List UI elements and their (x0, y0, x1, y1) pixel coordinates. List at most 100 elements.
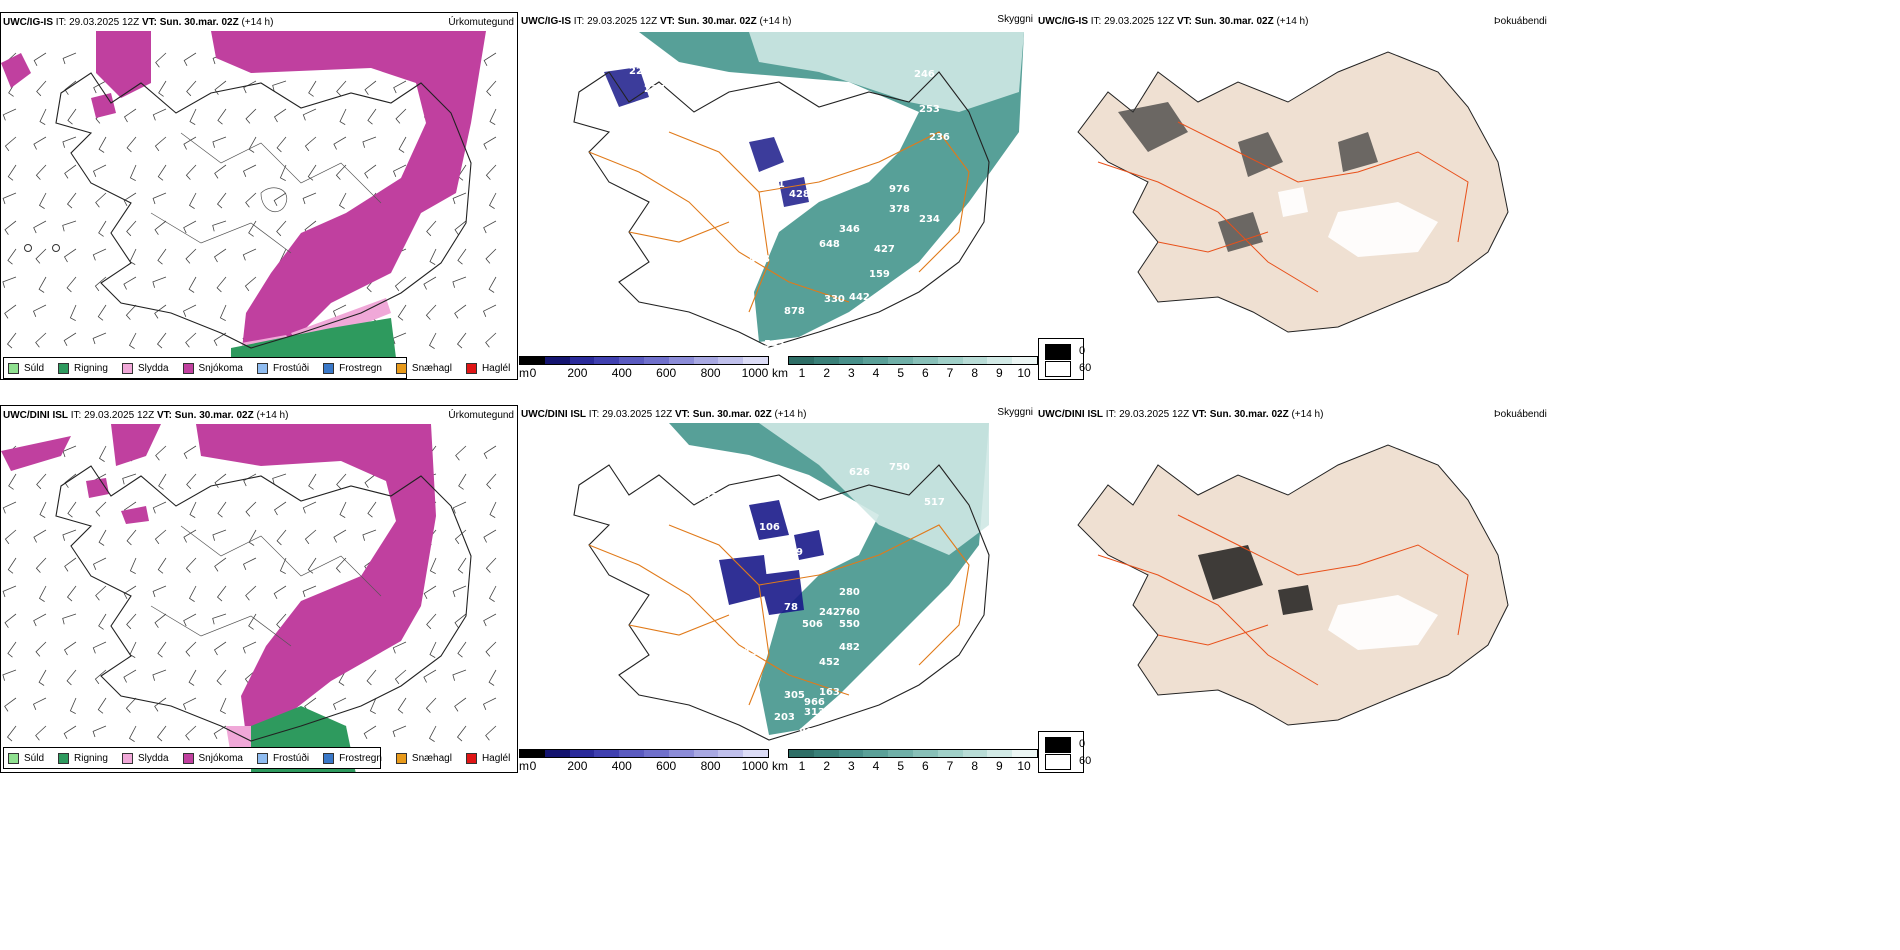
legend-swatch (323, 752, 335, 764)
cloud-base-value: 648 (819, 239, 840, 250)
wind-barb (272, 473, 287, 485)
scale-tick-label: 0 (529, 366, 537, 380)
cloud-base-value: 340 (674, 124, 695, 135)
wind-barb (428, 332, 437, 349)
cloud-map-canvas: 626 750 517 318 288 106 89 146 280 78 242 760 506 550… (573, 423, 990, 741)
panel-title: Þokuábendi (1494, 409, 1547, 420)
wind-barb (4, 136, 17, 152)
scale-tick-label: 9 (995, 759, 1003, 773)
legend-item: Frostregn (323, 362, 382, 374)
wind-barb (157, 248, 167, 265)
scale-tick-label: 3 (847, 366, 855, 380)
precip-type-map-top: UWC/IG-IS IT: 29.03.2025 12Z VT: Sun. 30… (0, 12, 518, 380)
wind-barb (425, 304, 437, 320)
wind-barb (457, 557, 467, 574)
wind-barb (92, 332, 107, 345)
legend-item: Frostregn (323, 752, 382, 764)
it-value: 29.03.2025 12Z (1104, 16, 1175, 27)
legend-label: Haglél (481, 362, 511, 374)
fog-index-map-top: UWC/IG-IS IT: 29.03.2025 12Z VT: Sun. 30… (1038, 12, 1900, 384)
wind-barb (62, 613, 77, 625)
cloud-base-value: 894 (799, 727, 820, 738)
wind-barb (214, 80, 227, 95)
scale-tick-label: 1 (798, 366, 806, 380)
fog-shading-light (1278, 187, 1438, 257)
wind-barb (397, 304, 407, 321)
cloud-base-value: 313 (804, 707, 825, 718)
wind-barb (128, 332, 137, 349)
wind-barb (155, 445, 167, 461)
legend-label: Rigning (74, 362, 108, 374)
cloud-base-value: 146 (809, 557, 830, 568)
legend-swatch (58, 752, 70, 764)
wind-barb (38, 276, 47, 293)
cloud-base-value: 159 (869, 269, 890, 280)
wind-barb (212, 613, 227, 625)
wind-barb (154, 697, 167, 712)
model-name: UWC/IG-IS (1038, 16, 1088, 27)
wind-barb (152, 108, 167, 121)
wind-barb (8, 473, 17, 490)
panel-title: Þokuábendi (1494, 16, 1547, 27)
wind-barb (308, 473, 317, 490)
map-header: UWC/DINI ISL IT: 29.03.2025 12Z VT: Sun.… (3, 410, 288, 421)
wind-barb (489, 501, 497, 518)
wind-barb (332, 697, 347, 710)
it-value: 29.03.2025 12Z (587, 16, 658, 27)
wind-barb (126, 220, 137, 237)
wind-barb (363, 725, 377, 739)
legend-label: Súld (24, 362, 45, 374)
wind-barb (214, 557, 227, 572)
wind-barb (64, 164, 77, 179)
wind-barb (7, 164, 17, 181)
vt-label: VT: Sun. 30.mar. 02Z (156, 410, 254, 421)
cloud-base-value: 89 (789, 547, 803, 558)
wind-barb (2, 108, 17, 121)
wind-barb (488, 276, 497, 293)
scale-tick-label: 800 (700, 366, 721, 380)
wind-barb (485, 725, 497, 741)
precip-map-canvas (1, 31, 497, 379)
wind-barb (243, 80, 257, 94)
legend-label: Snæhagl (411, 362, 452, 374)
wind-barb (66, 192, 77, 209)
wind-barb (212, 136, 227, 148)
wind-barb (95, 501, 107, 517)
scale-tick-label: 2 (823, 366, 830, 380)
wind-barb (339, 501, 347, 518)
wind-barb (244, 669, 257, 685)
cloud-base-value: 220 (629, 66, 650, 77)
legend-item: Súld (8, 362, 45, 374)
wind-barb (7, 248, 17, 265)
wind-barb (35, 641, 47, 657)
wind-barb (129, 557, 137, 574)
wind-barb (152, 669, 167, 681)
wind-barb (482, 304, 497, 317)
scale-tick-label: 7 (946, 759, 954, 773)
wind-barb (456, 725, 467, 742)
wind-barb (243, 473, 257, 487)
wind-barb (458, 473, 467, 490)
wind-barb (276, 136, 287, 153)
cloud-base-value: 78 (784, 602, 798, 613)
wind-barb (245, 192, 257, 208)
legend-swatch (256, 752, 268, 764)
wind-barb (33, 529, 47, 543)
cloud-scale-unit: m (519, 366, 529, 380)
scale-tick-label: 4 (872, 759, 880, 773)
legend-item: Rigning (58, 752, 108, 764)
wind-barb (62, 529, 77, 541)
iceland-outline (55, 72, 472, 349)
wind-barb (454, 220, 467, 235)
wind-barb (62, 52, 77, 65)
cloud-base-value: 288 (784, 502, 805, 513)
wind-barb (423, 585, 437, 599)
it-value: 29.03.2025 12Z (84, 410, 155, 421)
cloud-base-value: 246 (914, 69, 935, 80)
wind-barb (488, 192, 497, 209)
wind-barb (394, 276, 407, 292)
legend-label: Haglél (481, 752, 511, 764)
wind-barb (335, 557, 347, 573)
